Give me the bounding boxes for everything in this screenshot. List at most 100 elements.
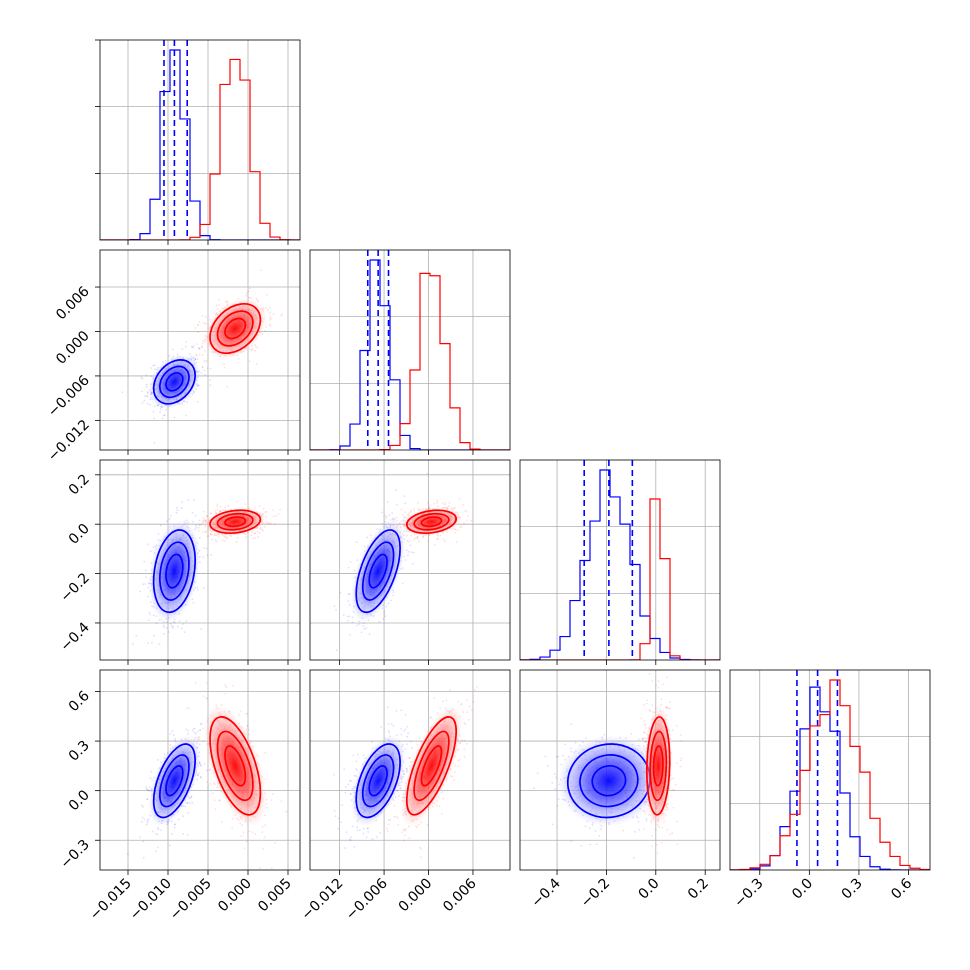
scatter-point	[142, 840, 144, 843]
scatter-point	[416, 537, 419, 540]
scatter-point	[384, 514, 387, 517]
scatter-point	[370, 534, 372, 537]
scatter-point	[416, 536, 419, 539]
scatter-point	[145, 786, 148, 789]
y-tick-label: −0.4	[57, 619, 92, 654]
scatter-point	[261, 831, 264, 834]
scatter-point	[264, 522, 267, 525]
scatter-point	[256, 530, 259, 533]
scatter-point	[243, 847, 246, 850]
scatter-point	[261, 528, 264, 531]
panel-content	[310, 460, 510, 660]
contour-red-2	[209, 716, 262, 816]
scatter-point	[142, 856, 145, 859]
scatter-point	[149, 777, 152, 780]
contour-red-0	[420, 516, 443, 528]
scatter-point	[264, 751, 266, 754]
scatter-point	[353, 845, 356, 848]
scatter-point	[246, 712, 249, 715]
scatter-point	[146, 402, 149, 405]
scatter-point	[146, 395, 149, 398]
scatter-point	[197, 736, 200, 739]
scatter-point	[252, 537, 254, 540]
scatter-point	[213, 534, 216, 537]
scatter-point	[280, 800, 283, 803]
scatter-point	[146, 394, 149, 397]
scatter-point	[174, 823, 176, 826]
scatter-point	[339, 592, 342, 594]
scatter-point	[232, 684, 234, 687]
panel-content	[100, 250, 300, 450]
scatter-point	[397, 524, 399, 527]
scatter-point	[213, 783, 216, 786]
density-fill-red	[203, 705, 267, 827]
scatter-point	[347, 619, 349, 622]
scatter-point	[197, 384, 200, 387]
scatter-point	[169, 732, 172, 735]
scatter-point	[192, 346, 195, 349]
contour-blue-0	[165, 553, 184, 589]
scatter-point	[185, 728, 187, 731]
scatter-point	[188, 707, 191, 710]
scatter-point	[141, 804, 143, 807]
scatter-point	[437, 535, 439, 537]
scatter-point	[197, 324, 200, 326]
scatter-point	[185, 519, 188, 522]
scatter-point	[192, 601, 195, 604]
scatter-point	[192, 356, 195, 358]
scatter-point	[132, 642, 134, 645]
scatter-point	[258, 505, 261, 507]
scatter-point	[444, 503, 446, 506]
scatter-point	[385, 605, 388, 608]
scatter-point	[209, 384, 212, 387]
scatter-point	[207, 786, 209, 789]
scatter-point	[197, 588, 199, 591]
scatter-point	[355, 541, 358, 544]
scatter-point	[387, 602, 390, 605]
scatter-point	[272, 515, 275, 518]
scatter-point	[347, 566, 350, 569]
scatter-point	[216, 505, 219, 507]
y-tick-label: −0.006	[45, 372, 93, 420]
scatter-point	[180, 507, 183, 510]
scatter-point	[258, 532, 261, 534]
scatter-point	[279, 508, 281, 511]
scatter-point	[403, 495, 406, 498]
scatter-point	[348, 615, 351, 618]
scatter-point	[215, 540, 218, 543]
scatter-point	[224, 692, 227, 695]
scatter-point	[458, 498, 461, 500]
scatter-point	[263, 525, 266, 528]
scatter-point	[402, 513, 404, 516]
panel-content	[310, 670, 510, 870]
scatter-point	[186, 707, 189, 709]
y-tick-label: 0.0	[66, 521, 93, 548]
scatter-point	[175, 511, 178, 514]
scatter-point	[263, 836, 266, 838]
scatter-point	[205, 696, 208, 699]
scatter-point	[145, 374, 148, 377]
scatter-point	[195, 526, 198, 529]
scatter-point	[346, 615, 349, 618]
scatter-point	[201, 530, 204, 533]
scatter-point	[391, 518, 394, 521]
scatter-point	[466, 519, 468, 522]
scatter-point	[194, 524, 197, 527]
scatter-point	[208, 769, 211, 771]
scatter-point	[205, 547, 208, 550]
scatter-point	[216, 308, 219, 311]
contour-blue-2	[152, 743, 196, 819]
scatter-point	[239, 710, 242, 713]
scatter-point	[150, 770, 153, 773]
contour-red-2	[405, 509, 457, 534]
panel-content	[100, 460, 300, 660]
scatter-point	[181, 623, 184, 625]
scatter-point	[395, 489, 398, 492]
scatter-point	[148, 789, 151, 792]
scatter-point	[218, 799, 221, 802]
scatter-point	[157, 532, 160, 535]
scatter-point	[251, 349, 254, 352]
scatter-point	[388, 731, 390, 734]
scatter-point	[356, 559, 359, 562]
scatter-point	[186, 833, 189, 836]
